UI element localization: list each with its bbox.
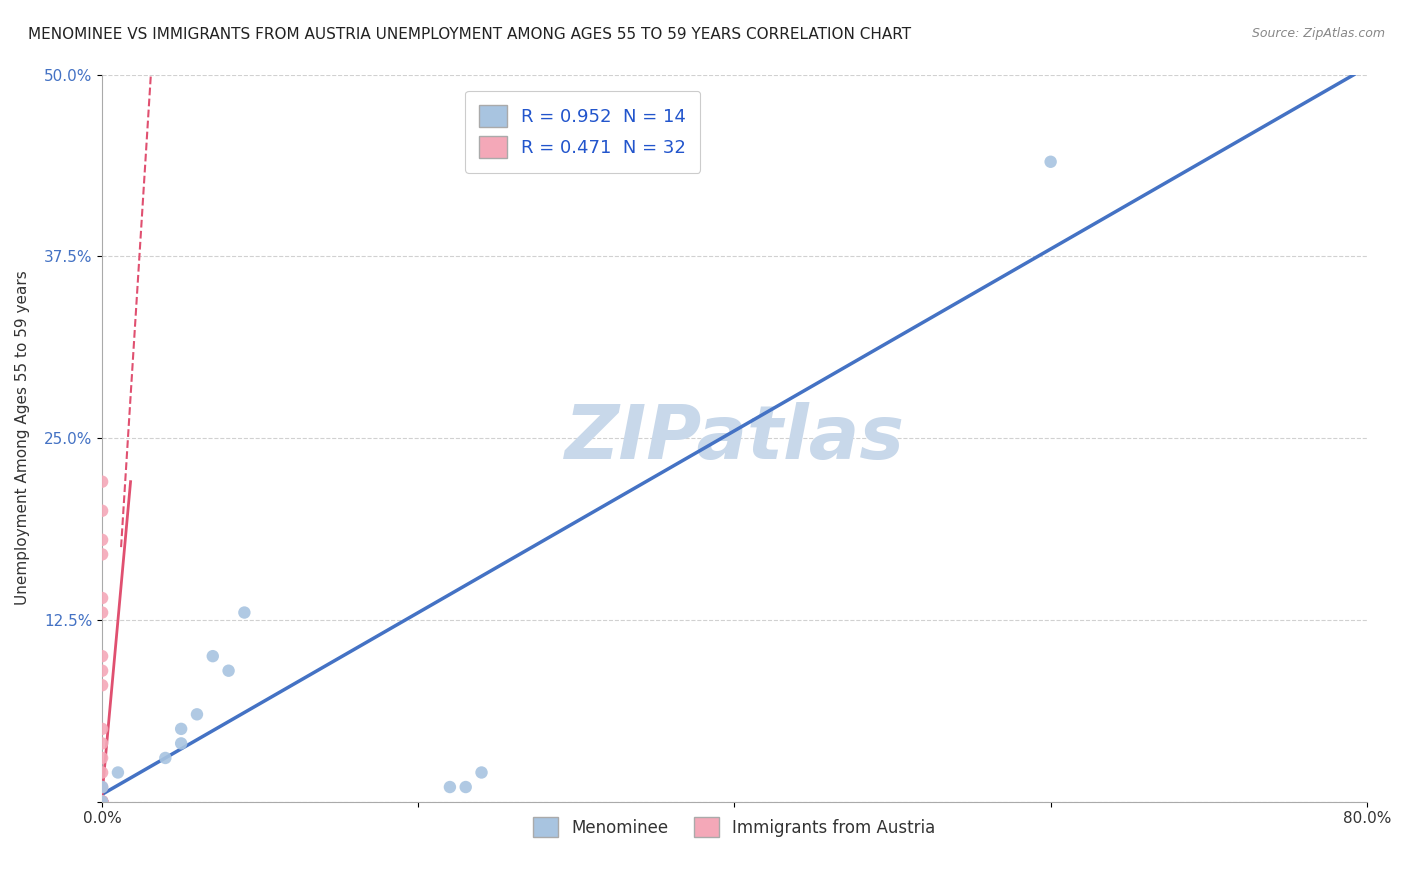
Point xyxy=(91,795,114,809)
Point xyxy=(91,795,114,809)
Point xyxy=(91,795,114,809)
Point xyxy=(91,795,114,809)
Point xyxy=(91,591,114,605)
Point xyxy=(454,780,477,794)
Point xyxy=(91,795,114,809)
Point xyxy=(91,795,114,809)
Point xyxy=(186,707,208,722)
Point xyxy=(91,664,114,678)
Point xyxy=(91,736,114,750)
Point xyxy=(91,678,114,692)
Point xyxy=(91,780,114,794)
Point xyxy=(91,795,114,809)
Point xyxy=(155,751,177,765)
Point xyxy=(91,780,114,794)
Point xyxy=(91,795,114,809)
Point xyxy=(91,795,114,809)
Point xyxy=(170,722,193,736)
Point xyxy=(218,664,240,678)
Point xyxy=(91,795,114,809)
Point xyxy=(170,736,193,750)
Point xyxy=(91,795,114,809)
Point xyxy=(439,780,461,794)
Point xyxy=(91,606,114,620)
Point xyxy=(91,795,114,809)
Point xyxy=(91,722,114,736)
Point xyxy=(91,795,114,809)
Point xyxy=(91,475,114,489)
Point xyxy=(91,649,114,664)
Point xyxy=(91,795,114,809)
Point xyxy=(91,795,114,809)
Point xyxy=(107,765,129,780)
Point xyxy=(91,533,114,547)
Point xyxy=(1039,154,1062,169)
Text: Source: ZipAtlas.com: Source: ZipAtlas.com xyxy=(1251,27,1385,40)
Point xyxy=(233,606,256,620)
Point xyxy=(91,751,114,765)
Point xyxy=(91,547,114,561)
Y-axis label: Unemployment Among Ages 55 to 59 years: Unemployment Among Ages 55 to 59 years xyxy=(15,270,30,606)
Point xyxy=(91,795,114,809)
Text: ZIPatlas: ZIPatlas xyxy=(564,401,904,475)
Point xyxy=(91,795,114,809)
Point xyxy=(91,504,114,518)
Point xyxy=(91,795,114,809)
Text: MENOMINEE VS IMMIGRANTS FROM AUSTRIA UNEMPLOYMENT AMONG AGES 55 TO 59 YEARS CORR: MENOMINEE VS IMMIGRANTS FROM AUSTRIA UNE… xyxy=(28,27,911,42)
Legend: Menominee, Immigrants from Austria: Menominee, Immigrants from Austria xyxy=(527,811,942,844)
Point xyxy=(91,765,114,780)
Point xyxy=(91,795,114,809)
Point xyxy=(470,765,492,780)
Point xyxy=(201,649,224,664)
